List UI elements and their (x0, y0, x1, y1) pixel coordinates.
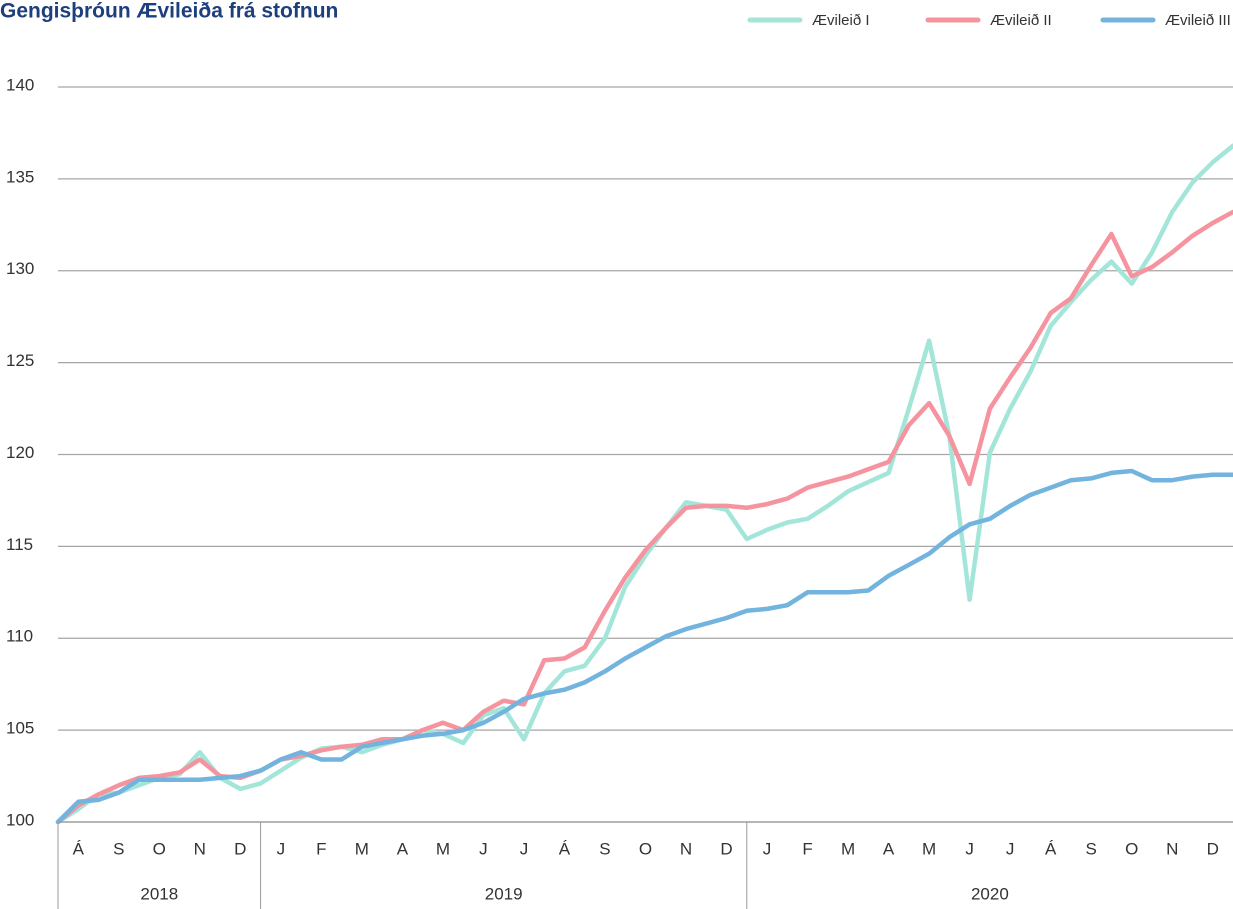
series-line (55, 468, 1233, 825)
x-tick-label: F (802, 839, 812, 858)
y-tick-label: 140 (6, 75, 34, 94)
x-tick-label: S (599, 839, 610, 858)
y-tick-label: 100 (6, 810, 34, 829)
y-tick-label: 105 (6, 719, 34, 738)
x-tick-label: F (316, 839, 326, 858)
x-tick-label: O (153, 839, 166, 858)
x-tick-label: S (1086, 839, 1097, 858)
y-tick-label: 130 (6, 259, 34, 278)
x-tick-label: Á (1045, 839, 1057, 858)
x-tick-label: Á (73, 839, 85, 858)
x-tick-label: J (277, 839, 286, 858)
legend-label: Ævileið II (990, 12, 1052, 29)
year-label: 2018 (140, 884, 178, 903)
x-tick-label: M (436, 839, 450, 858)
x-tick-label: D (234, 839, 246, 858)
x-tick-label: N (194, 839, 206, 858)
x-tick-label: A (883, 839, 895, 858)
y-tick-label: 120 (6, 443, 34, 462)
x-tick-label: A (397, 839, 409, 858)
year-label: 2020 (971, 884, 1009, 903)
y-tick-label: 125 (6, 351, 34, 370)
series-line (55, 143, 1233, 825)
x-tick-label: J (1006, 839, 1015, 858)
x-tick-label: J (763, 839, 772, 858)
year-label: 2019 (485, 884, 523, 903)
x-tick-label: M (355, 839, 369, 858)
y-tick-label: 115 (6, 535, 33, 554)
x-tick-label: M (841, 839, 855, 858)
x-tick-label: Á (559, 839, 571, 858)
x-tick-label: N (1166, 839, 1178, 858)
chart-title: Gengisþróun Ævileiða frá stofnun (0, 0, 338, 23)
legend-label: Ævileið III (1165, 12, 1231, 29)
y-tick-label: 110 (6, 627, 33, 646)
x-tick-label: J (479, 839, 488, 858)
x-tick-label: M (922, 839, 936, 858)
x-tick-label: J (520, 839, 529, 858)
x-tick-label: J (965, 839, 974, 858)
x-tick-label: D (720, 839, 732, 858)
x-tick-label: D (1207, 839, 1219, 858)
y-tick-label: 135 (6, 167, 34, 186)
x-tick-label: O (639, 839, 652, 858)
x-tick-label: S (113, 839, 124, 858)
legend-label: Ævileið I (812, 12, 870, 29)
x-tick-label: N (680, 839, 692, 858)
x-tick-label: O (1125, 839, 1138, 858)
